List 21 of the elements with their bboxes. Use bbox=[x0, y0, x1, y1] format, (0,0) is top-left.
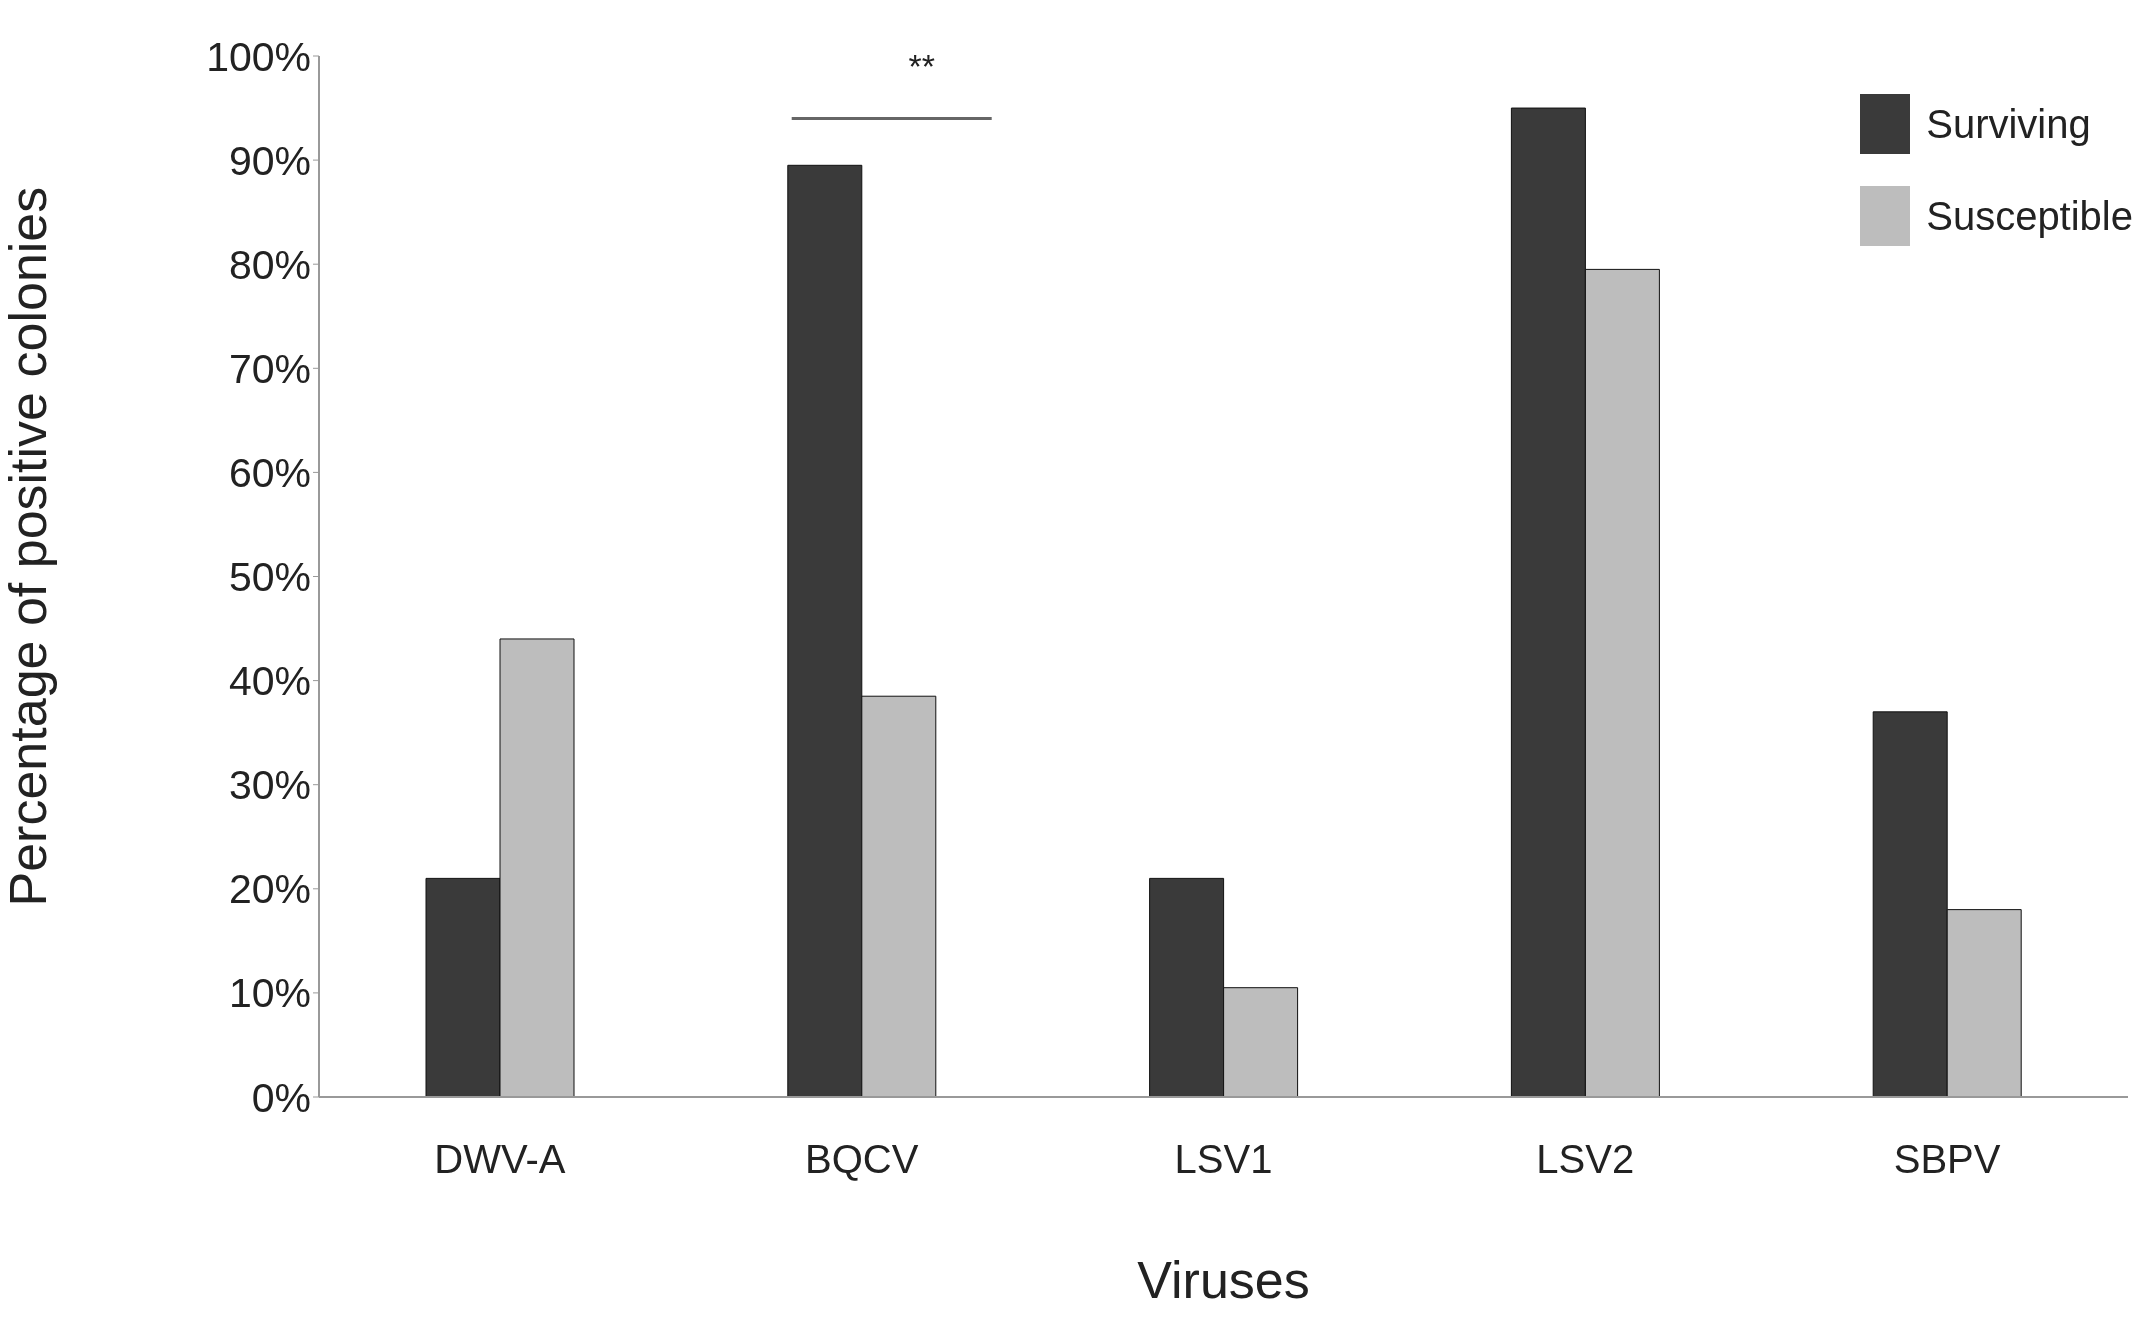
x-tick-label: LSV2 bbox=[1536, 1137, 1635, 1182]
x-tick-label: BQCV bbox=[805, 1137, 919, 1182]
x-tick-label: LSV1 bbox=[1174, 1137, 1273, 1182]
y-tick-label: 40% bbox=[228, 658, 311, 705]
y-tick-label: 60% bbox=[228, 449, 311, 496]
legend-label: Surviving bbox=[1926, 101, 2091, 147]
y-tick-label: 80% bbox=[228, 241, 311, 288]
x-axis-title: Viruses bbox=[1137, 1251, 1310, 1309]
y-tick-label: 100% bbox=[206, 33, 311, 80]
y-tick-label: 20% bbox=[228, 866, 311, 913]
y-axis-title: Percentage of positive colonies bbox=[0, 186, 58, 907]
y-tick-label: 0% bbox=[251, 1074, 311, 1121]
y-tick-label: 10% bbox=[228, 970, 311, 1017]
legend-label: Susceptible bbox=[1926, 193, 2133, 239]
y-tick-label: 70% bbox=[228, 345, 311, 392]
annotation: ** bbox=[908, 47, 935, 86]
y-tick-label: 30% bbox=[228, 762, 311, 809]
y-tick-label: 50% bbox=[228, 554, 311, 601]
x-tick-label: DWV-A bbox=[434, 1137, 566, 1182]
y-tick-label: 90% bbox=[228, 137, 311, 184]
x-tick-label: SBPV bbox=[1893, 1137, 2001, 1182]
